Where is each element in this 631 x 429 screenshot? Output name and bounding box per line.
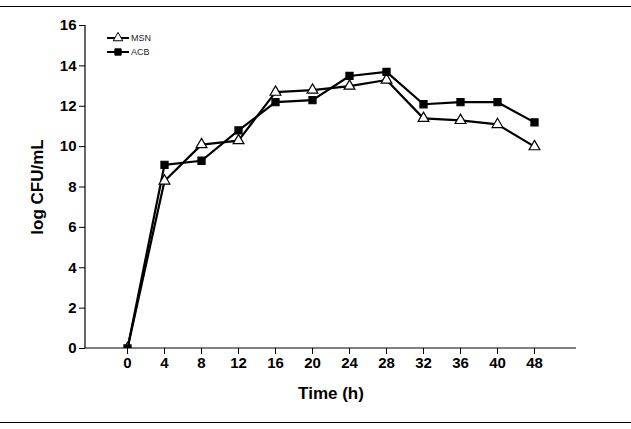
svg-text:0: 0 [68,339,76,356]
svg-text:16: 16 [60,16,77,33]
svg-text:48: 48 [526,354,543,371]
svg-text:10: 10 [60,137,77,154]
html-text:ACB: ACB [131,47,150,57]
svg-text:2: 2 [68,299,76,316]
svg-text:16: 16 [267,354,284,371]
svg-text:0: 0 [123,354,131,371]
svg-text:log CFU/mL: log CFU/mL [28,139,47,234]
svg-text:24: 24 [341,354,358,371]
svg-text:8: 8 [68,178,76,195]
svg-text:14: 14 [60,57,77,74]
svg-text:36: 36 [452,354,469,371]
svg-text:40: 40 [489,354,506,371]
html-text:MSN: MSN [131,33,151,43]
svg-text:4: 4 [160,354,169,371]
svg-text:12: 12 [60,97,77,114]
svg-text:6: 6 [68,218,76,235]
svg-text:8: 8 [197,354,205,371]
svg-text:4: 4 [68,259,77,276]
svg-text:Time (h): Time (h) [298,384,364,403]
svg-text:20: 20 [304,354,321,371]
svg-text:32: 32 [415,354,432,371]
svg-text:28: 28 [378,354,395,371]
svg-text:12: 12 [230,354,247,371]
